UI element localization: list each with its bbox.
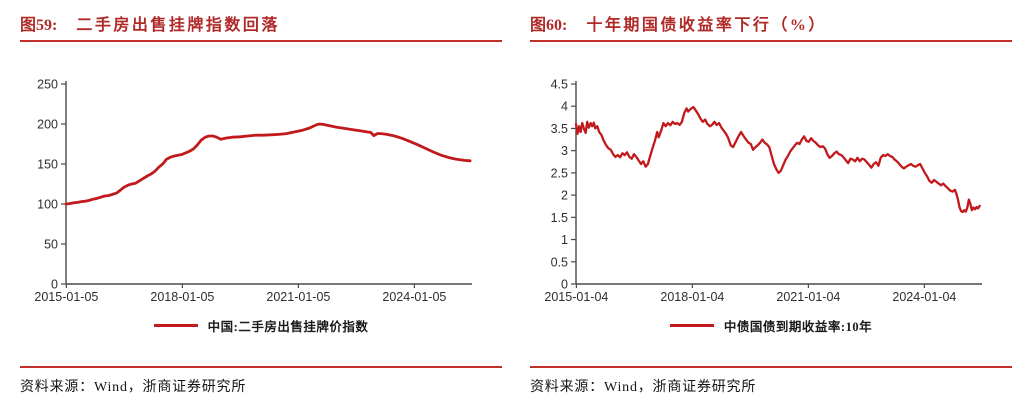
figure-60: 图60: 十年期国债收益率下行（%） 0 0.5 1 1.5 2 2.5 3 3.5 4 4.5 2… <box>530 0 1012 403</box>
svg-text:4: 4 <box>561 100 568 114</box>
source-note: 资料来源：Wind，浙商证券研究所 <box>20 380 247 395</box>
svg-text:2024-01-05: 2024-01-05 <box>382 290 446 304</box>
svg-text:2021-01-04: 2021-01-04 <box>776 290 840 304</box>
svg-text:2024-01-04: 2024-01-04 <box>892 290 956 304</box>
svg-text:2: 2 <box>561 189 568 203</box>
legend-line-marker <box>669 323 714 327</box>
line-chart-housing-listing-index: 0 50 100 150 200 250 2015-01-05 2018-01-05 2021-… <box>20 68 502 306</box>
line-chart-10y-treasury-yield: 0 0.5 1 1.5 2 2.5 3 3.5 4 4.5 2015-01-04 2018-01-04… <box>530 68 1012 306</box>
title-underline <box>530 40 1012 42</box>
svg-text:0: 0 <box>561 278 568 292</box>
svg-text:150: 150 <box>37 158 58 172</box>
title-underline <box>20 40 502 42</box>
svg-text:200: 200 <box>37 118 58 132</box>
svg-text:4.5: 4.5 <box>551 78 568 92</box>
source-divider <box>530 366 1012 368</box>
svg-text:100: 100 <box>37 198 58 212</box>
series-line <box>64 122 472 206</box>
svg-text:0.5: 0.5 <box>551 255 568 269</box>
svg-text:1.5: 1.5 <box>551 211 568 225</box>
svg-text:2.5: 2.5 <box>551 166 568 180</box>
svg-text:3.5: 3.5 <box>551 122 568 136</box>
svg-text:2018-01-05: 2018-01-05 <box>150 290 214 304</box>
legend-label: 中债国债到期收益率:10年 <box>723 319 873 334</box>
svg-text:250: 250 <box>37 78 58 92</box>
legend-label: 中国:二手房出售挂牌价指数 <box>207 319 369 334</box>
figure-59: 图59: 二手房出售挂牌指数回落 0 50 100 150 200 250 2015-01-… <box>20 0 502 403</box>
svg-text:1: 1 <box>561 233 568 247</box>
svg-text:2018-01-04: 2018-01-04 <box>660 290 724 304</box>
svg-text:0: 0 <box>51 278 58 292</box>
svg-text:50: 50 <box>44 238 58 252</box>
figure-title-text: 十年期国债收益率下行（%） <box>586 17 827 34</box>
source-divider <box>20 366 502 368</box>
chart-legend: 中债国债到期收益率:10年 <box>530 314 1012 336</box>
figure-title: 图59: 二手房出售挂牌指数回落 <box>20 11 280 35</box>
series-line <box>574 105 981 214</box>
svg-text:2015-01-04: 2015-01-04 <box>544 290 608 304</box>
figure-number: 图60: <box>530 17 568 34</box>
chart-svg: 0 50 100 150 200 250 2015-01-05 2018-01-05 2021-… <box>34 78 472 304</box>
chart-svg: 0 0.5 1 1.5 2 2.5 3 3.5 4 4.5 2015-01-04 2018-01-04… <box>544 78 982 304</box>
figure-title-text: 二手房出售挂牌指数回落 <box>76 17 280 34</box>
figure-title: 图60: 十年期国债收益率下行（%） <box>530 11 827 35</box>
legend-line-marker <box>153 323 198 327</box>
svg-text:2015-01-05: 2015-01-05 <box>34 290 98 304</box>
source-note: 资料来源：Wind，浙商证券研究所 <box>530 380 757 395</box>
svg-text:2021-01-05: 2021-01-05 <box>266 290 330 304</box>
svg-text:3: 3 <box>561 144 568 158</box>
figure-number: 图59: <box>20 17 58 34</box>
chart-legend: 中国:二手房出售挂牌价指数 <box>20 314 502 336</box>
